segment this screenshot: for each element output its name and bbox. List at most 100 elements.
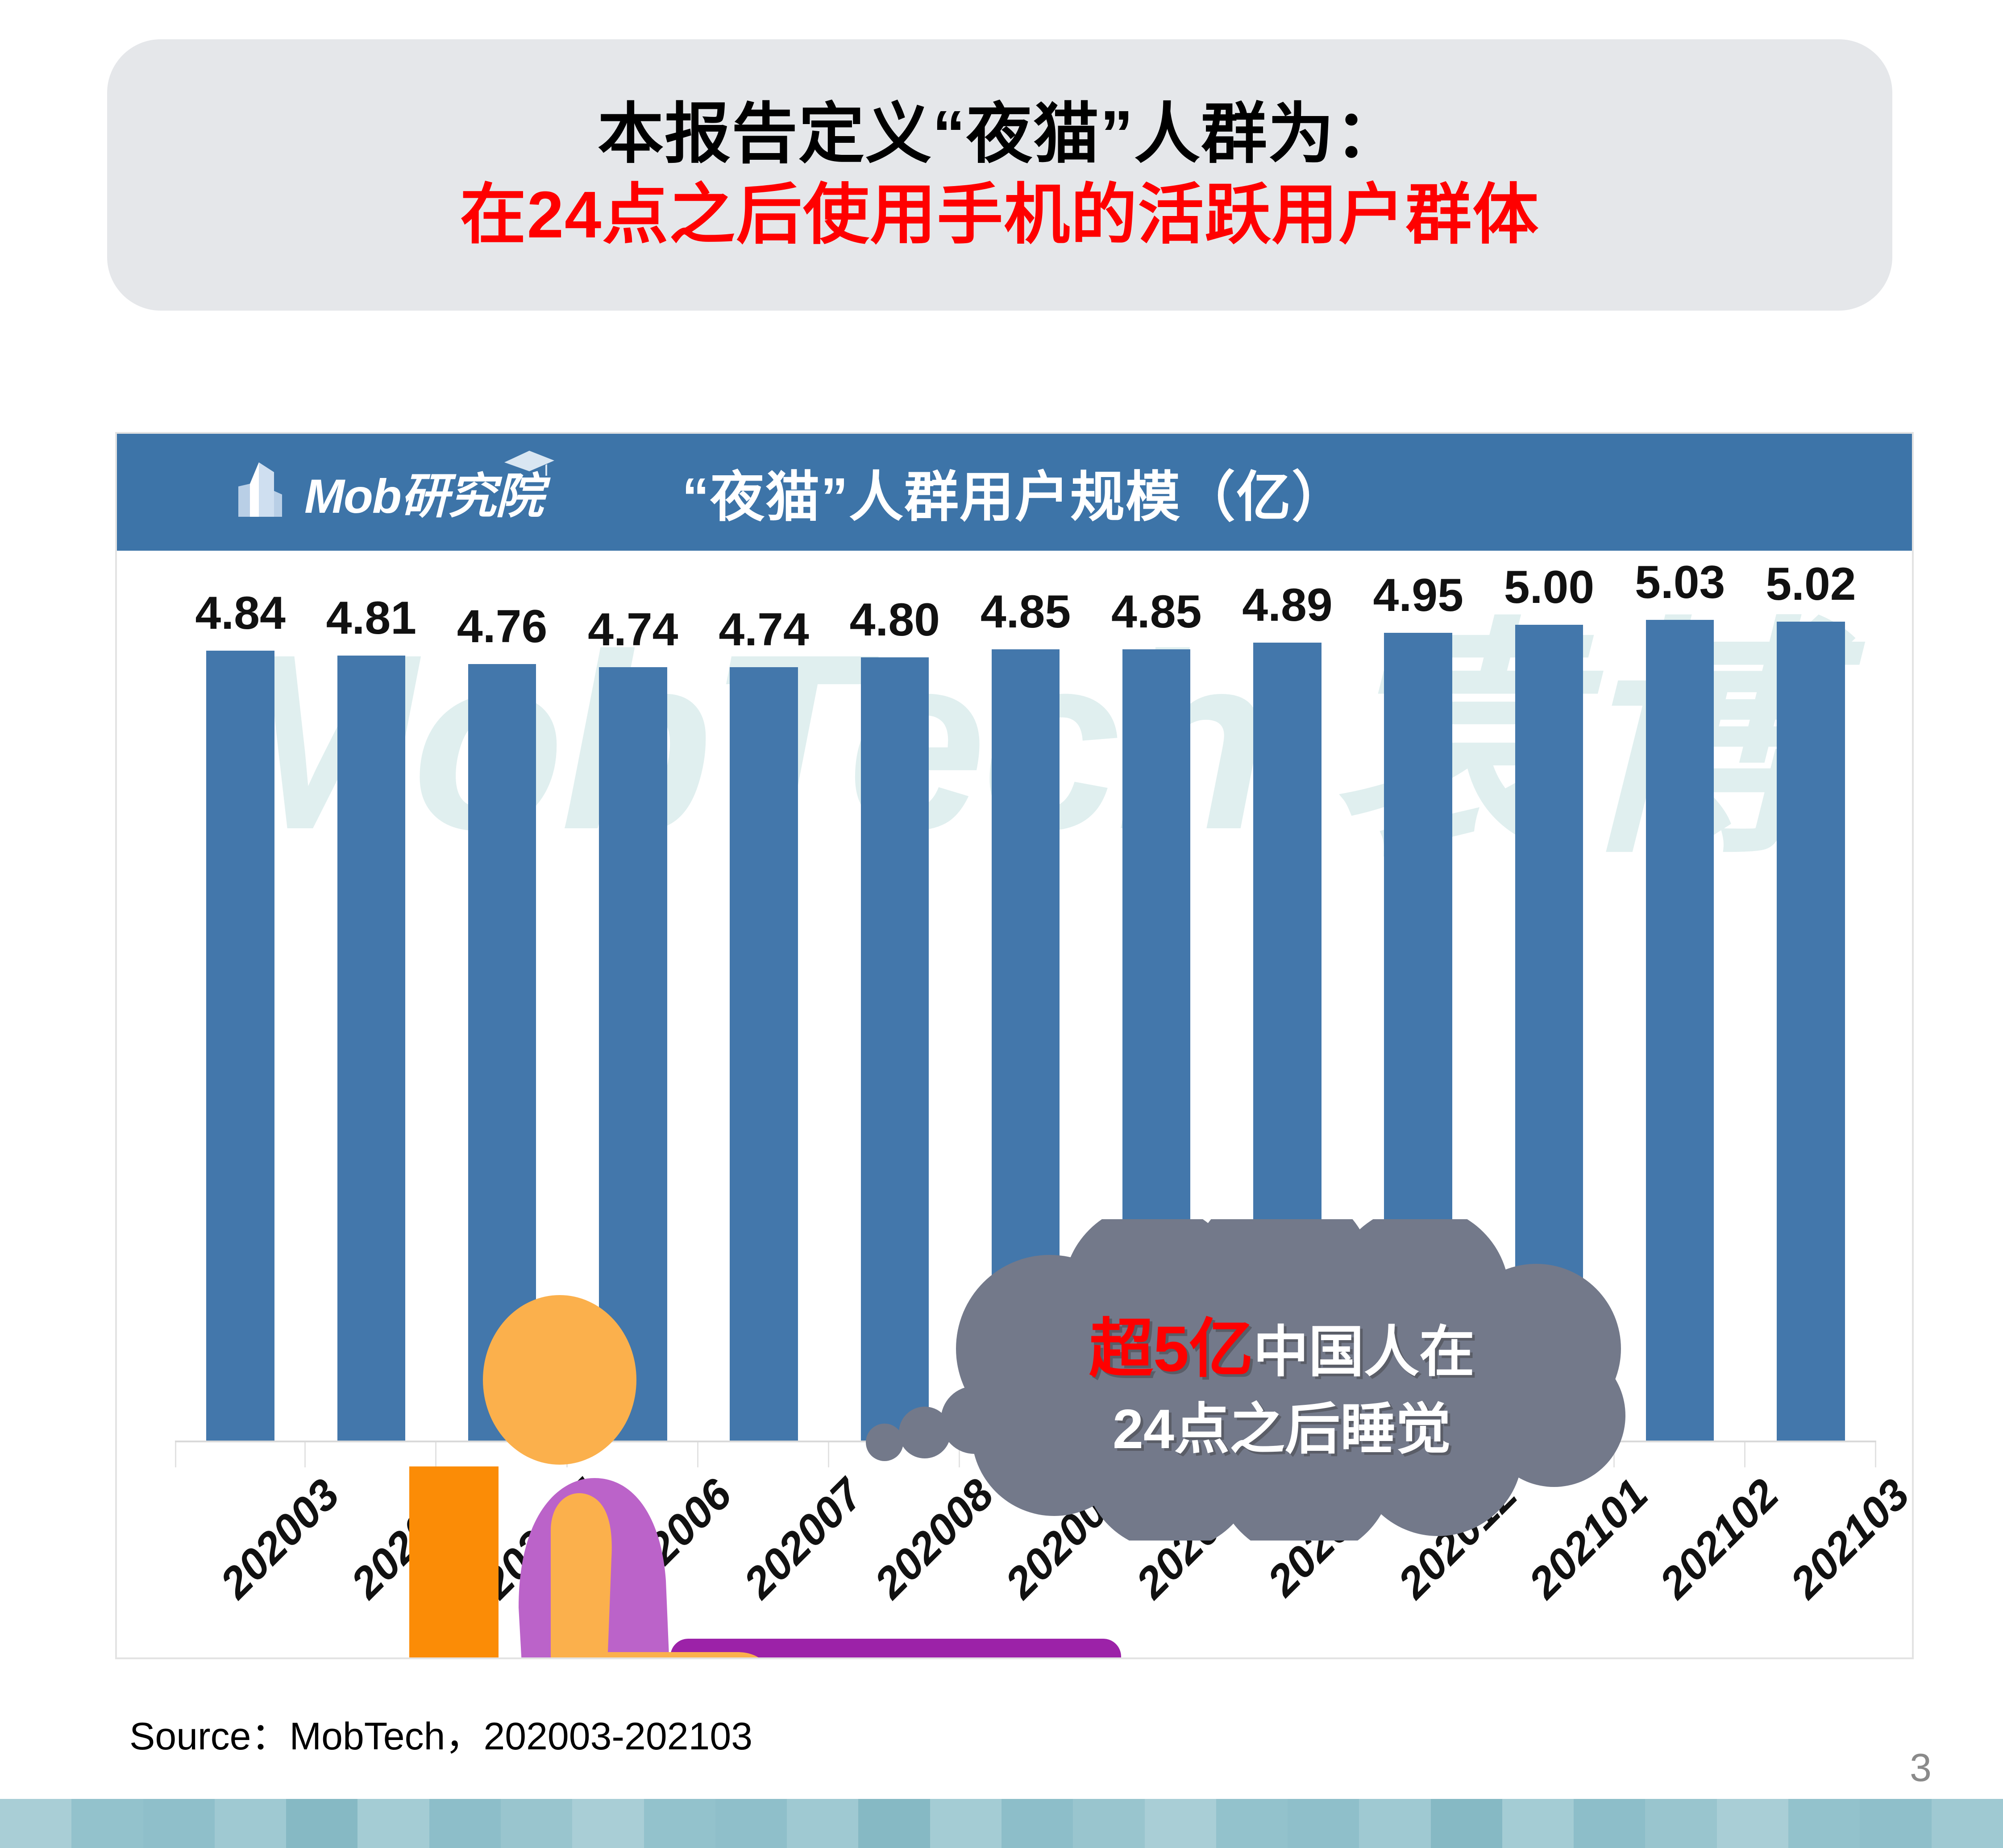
bar-value-label: 4.84 [195, 587, 286, 640]
bar[interactable] [1646, 620, 1714, 1441]
bar-slot: 5.03 [1615, 556, 1745, 1441]
footer-stripe [1288, 1799, 1359, 1848]
bar-slot: 4.74 [568, 568, 698, 1441]
x-label-slot: 202008 [829, 1469, 1003, 1630]
x-tick [698, 1442, 830, 1467]
footer-stripe [1502, 1799, 1574, 1848]
bar[interactable] [991, 649, 1060, 1441]
bar-value-label: 4.74 [719, 604, 809, 656]
footer-stripe [0, 1799, 72, 1848]
bar[interactable] [599, 667, 667, 1441]
bar-value-label: 4.81 [326, 592, 417, 644]
x-tick [306, 1442, 437, 1467]
bar-slot: 4.85 [960, 568, 1091, 1441]
footer-bar [0, 1799, 2003, 1848]
x-tick [1745, 1442, 1877, 1467]
bar[interactable] [337, 656, 406, 1441]
x-label-slot: 202012 [1353, 1469, 1526, 1630]
page-number: 3 [1910, 1745, 1932, 1790]
chart-header-bar: “夜猫”人群用户规模（亿） Mob研究院 [117, 434, 1912, 551]
footer-stripe [1001, 1799, 1073, 1848]
x-axis-labels: 202003 202004 202005 202006 202007 202008 2020… [175, 1469, 1912, 1630]
footer-stripe [1645, 1799, 1717, 1848]
footer-stripe [1144, 1799, 1216, 1848]
footer-stripe [930, 1799, 1002, 1848]
x-tick [436, 1442, 568, 1467]
footer-stripe [1716, 1799, 1789, 1848]
bar-series: 4.84 4.81 4.76 4.74 4.74 4.80 4.85 4.85 4.89 4.95… [175, 556, 1876, 1441]
graduation-cap-icon [504, 451, 554, 476]
bar-slot: 5.00 [1484, 561, 1614, 1441]
footer-stripe [1216, 1799, 1288, 1848]
footer-stripe [1860, 1799, 1932, 1848]
x-label-slot: 202009 [960, 1469, 1134, 1630]
bar-value-label: 4.76 [457, 600, 548, 652]
footer-stripe [644, 1799, 715, 1848]
plot-area: 4.84 4.81 4.76 4.74 4.74 4.80 4.85 4.85 4.89 4.95… [175, 556, 1877, 1467]
bar[interactable] [468, 664, 536, 1441]
footer-stripe [429, 1799, 501, 1848]
x-tick [1091, 1442, 1222, 1467]
footer-stripe [1931, 1799, 2003, 1848]
x-tick [1353, 1442, 1484, 1467]
x-axis-ticks [175, 1442, 1877, 1467]
x-label-slot: 202101 [1484, 1469, 1657, 1630]
bar[interactable] [730, 667, 798, 1441]
blanket [670, 1639, 1121, 1657]
footer-stripe [71, 1799, 143, 1848]
bar-value-label: 5.03 [1634, 556, 1725, 608]
footer-stripe [715, 1799, 787, 1848]
footer-stripe [143, 1799, 215, 1848]
bar[interactable] [1384, 633, 1452, 1441]
bar-slot: 4.85 [1091, 568, 1222, 1441]
x-tick [568, 1442, 699, 1467]
footer-stripe [1073, 1799, 1145, 1848]
bar-slot: 4.84 [175, 568, 306, 1441]
bar-value-label: 4.85 [980, 586, 1071, 638]
x-axis-label: 202103 [1781, 1469, 1914, 1607]
bar-slot: 4.89 [1222, 568, 1353, 1441]
brand-name: Mob研究院 [304, 469, 544, 523]
slide-title-banner: 本报告定义“夜猫”人群为： 在24点之后使用手机的活跃用户群体 [107, 39, 1892, 311]
footer-stripe [357, 1799, 429, 1848]
bar-slot: 4.76 [436, 568, 567, 1441]
x-label-slot: 202103 [1745, 1469, 1912, 1630]
x-tick [1484, 1442, 1615, 1467]
bar[interactable] [1253, 643, 1321, 1441]
footer-stripe [858, 1799, 930, 1848]
bar-slot: 4.74 [698, 568, 829, 1441]
bar-slot: 5.02 [1745, 558, 1876, 1441]
building-icon [233, 459, 300, 526]
chart-card: MobTech 袁博 “夜猫”人群用户规模（亿） Mob研究院 4.844.81… [115, 432, 1914, 1659]
bar[interactable] [1122, 649, 1191, 1441]
bar[interactable] [1515, 624, 1583, 1441]
x-tick [829, 1442, 960, 1467]
x-label-slot: 202003 [175, 1469, 349, 1630]
x-tick [1615, 1442, 1746, 1467]
bar-slot: 4.80 [829, 568, 960, 1441]
x-label-slot: 202011 [1222, 1469, 1394, 1630]
footer-stripe [572, 1799, 644, 1848]
x-label-slot: 202010 [1091, 1469, 1264, 1630]
footer-stripe [1430, 1799, 1502, 1848]
brand-logo: Mob研究院 [233, 451, 554, 529]
bar[interactable] [206, 651, 274, 1441]
bar[interactable] [1777, 621, 1845, 1441]
bar-value-label: 4.89 [1242, 579, 1333, 631]
chart-title: “夜猫”人群用户规模（亿） [682, 466, 1347, 527]
bar-value-label: 4.80 [849, 594, 940, 646]
source-note: Source：MobTech，202003-202103 [129, 1715, 753, 1758]
x-label-slot: 202005 [436, 1469, 610, 1630]
slide-title-primary: 本报告定义“夜猫”人群为： [598, 97, 1402, 171]
bar-value-label: 5.02 [1766, 558, 1856, 610]
bar-slot: 4.95 [1353, 568, 1484, 1441]
footer-stripe [500, 1799, 573, 1848]
x-tick [960, 1442, 1091, 1467]
x-label-slot: 202004 [306, 1469, 479, 1630]
slide-title-highlight: 在24点之后使用手机的活跃用户群体 [460, 178, 1540, 252]
footer-stripe [286, 1799, 358, 1848]
footer-stripe [214, 1799, 287, 1848]
footer-stripe [787, 1799, 859, 1848]
bar-value-label: 4.85 [1111, 586, 1202, 638]
bar[interactable] [860, 657, 929, 1441]
